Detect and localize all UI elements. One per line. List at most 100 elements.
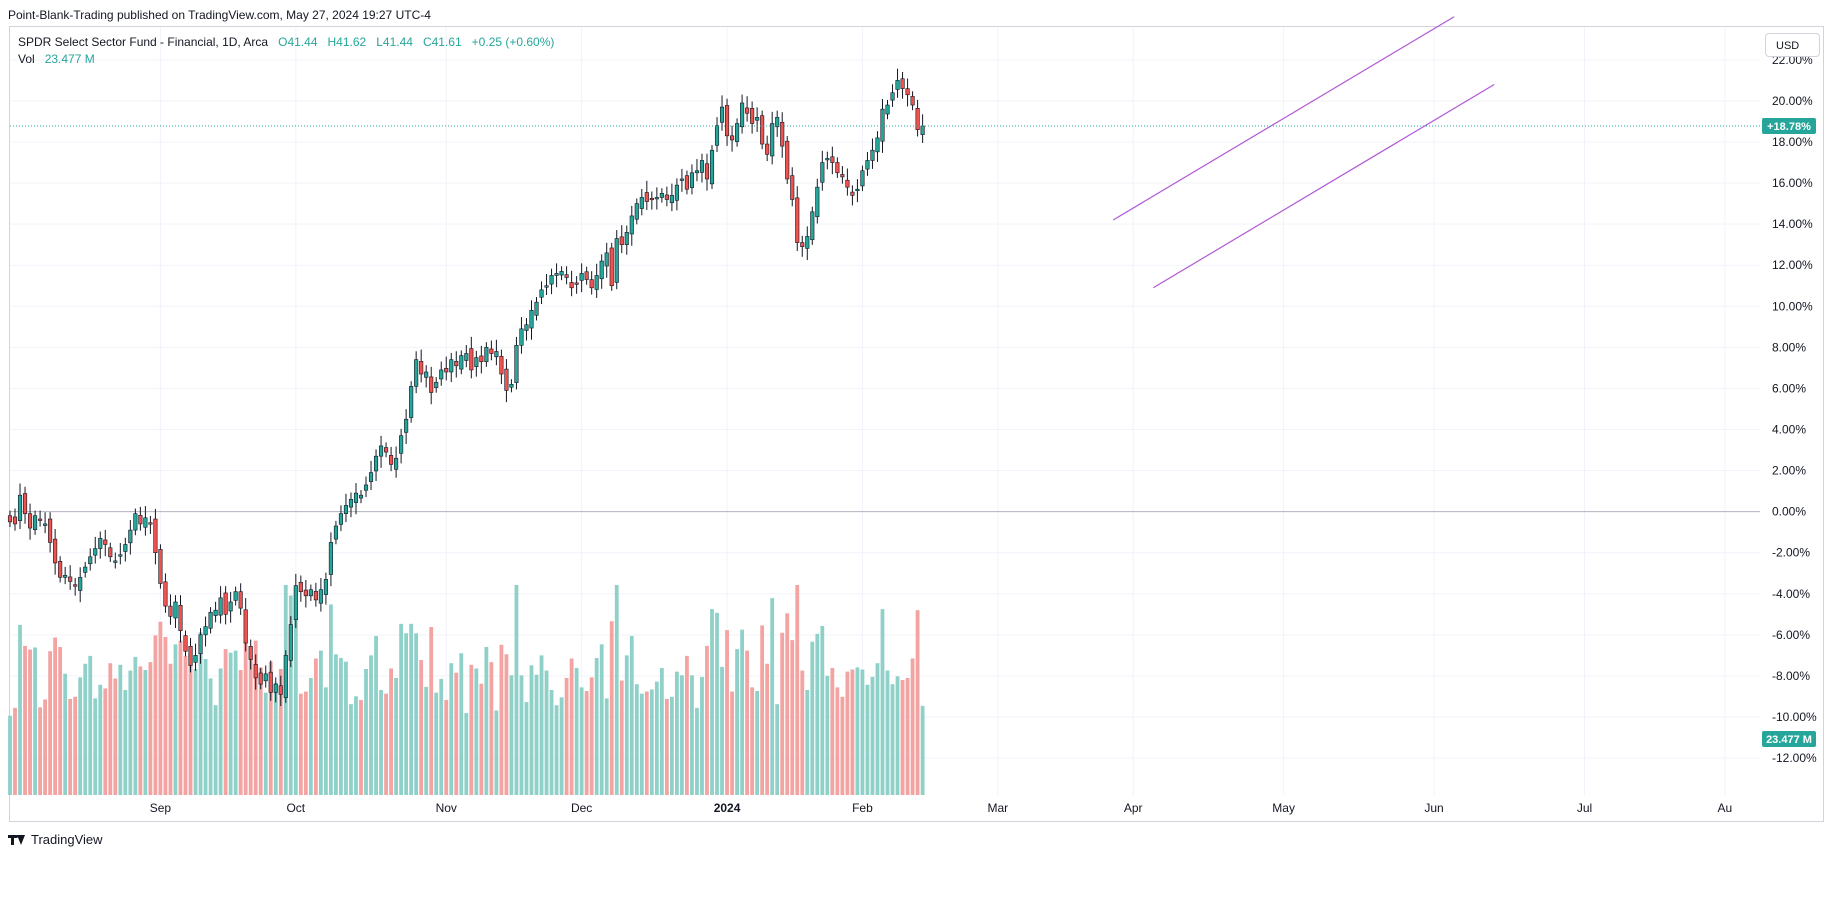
- candle: [730, 135, 735, 141]
- volume-bar: [394, 677, 399, 795]
- volume-bar: [73, 696, 78, 795]
- candle: [138, 515, 143, 525]
- chart-frame[interactable]: [9, 26, 1824, 822]
- volume-bar: [880, 609, 885, 795]
- volume-bar: [775, 704, 780, 795]
- volume-bar: [559, 697, 564, 795]
- candle: [333, 525, 338, 540]
- volume-bar: [108, 663, 113, 795]
- volume-bar: [98, 684, 103, 795]
- volume-bar: [830, 667, 835, 795]
- candle: [188, 646, 193, 666]
- volume-bar: [469, 664, 474, 795]
- candle: [860, 170, 865, 187]
- volume-bar: [584, 691, 589, 795]
- legend-open: O41.44: [278, 35, 318, 49]
- candle: [880, 108, 885, 142]
- y-tick-label: 2.00%: [1772, 464, 1806, 478]
- volume-bar: [288, 595, 293, 795]
- volume-bar: [389, 668, 393, 795]
- candle: [870, 149, 875, 161]
- candle: [669, 195, 674, 204]
- volume-bar: [524, 702, 529, 795]
- volume-bar: [253, 640, 258, 795]
- candle: [659, 193, 664, 198]
- volume-bar: [639, 693, 644, 795]
- volume-bar: [700, 676, 704, 795]
- legend-vol-label[interactable]: Vol: [18, 52, 35, 66]
- volume-bar: [825, 675, 830, 795]
- y-tick-label: -8.00%: [1772, 669, 1810, 683]
- candle: [624, 232, 629, 245]
- candle: [379, 445, 384, 457]
- volume-bar: [634, 684, 639, 795]
- volume-bar: [419, 660, 424, 795]
- candle: [368, 472, 374, 482]
- volume-bar: [875, 663, 880, 795]
- candle: [439, 369, 444, 380]
- volume-bar: [509, 675, 514, 795]
- candle: [775, 117, 780, 128]
- volume-bar: [53, 637, 58, 795]
- candle: [855, 188, 860, 192]
- volume-bar: [218, 668, 223, 795]
- x-tick-label: Apr: [1124, 801, 1143, 815]
- legend-symbol[interactable]: SPDR Select Sector Fund - Financial, 1D,…: [18, 35, 269, 49]
- volume-bar: [339, 657, 343, 795]
- candle: [409, 386, 414, 418]
- tradingview-brand: TradingView: [31, 832, 103, 847]
- volume-bar: [785, 613, 790, 795]
- candle: [123, 544, 128, 552]
- volume-bar: [624, 655, 629, 795]
- candle: [634, 203, 639, 220]
- volume-bar: [158, 621, 163, 795]
- volume-bar: [905, 677, 910, 795]
- volume-bar: [58, 646, 63, 795]
- candle: [785, 140, 790, 180]
- x-tick-label: Sep: [150, 801, 172, 815]
- volume-bar: [459, 653, 464, 795]
- volume-bar: [293, 609, 298, 795]
- currency-button[interactable]: USD: [1765, 33, 1820, 57]
- volume-bar: [243, 610, 248, 795]
- volume-bar: [705, 645, 709, 795]
- volume-bar: [298, 693, 303, 795]
- current-price-tag-label: +18.78%: [1767, 121, 1811, 133]
- volume-bar: [18, 624, 22, 795]
- volume-bar: [629, 635, 634, 795]
- volume-bar: [910, 658, 915, 795]
- candle: [594, 275, 599, 290]
- candle: [98, 538, 103, 549]
- volume-bar: [318, 650, 323, 795]
- candle: [499, 356, 504, 375]
- candle: [494, 351, 499, 358]
- candle: [223, 592, 228, 615]
- volume-bar: [258, 667, 263, 795]
- candle: [444, 367, 449, 373]
- candle: [684, 175, 689, 190]
- candle: [48, 518, 53, 543]
- candle: [800, 242, 805, 248]
- candle: [609, 247, 614, 287]
- candle: [579, 273, 584, 281]
- volume-bar: [183, 655, 188, 795]
- volume-bar: [890, 684, 895, 795]
- candle: [253, 664, 258, 679]
- tradingview-logo[interactable]: TradingView: [8, 832, 103, 847]
- candle: [198, 634, 203, 655]
- volume-bar: [750, 687, 755, 795]
- candle: [469, 348, 474, 371]
- volume-bar: [454, 672, 459, 795]
- candle: [539, 289, 544, 298]
- volume-bar: [845, 671, 850, 795]
- volume-bar: [564, 677, 569, 795]
- publish-info: Point-Blank-Trading published on Trading…: [8, 8, 431, 22]
- candle: [454, 361, 459, 367]
- candle: [53, 538, 58, 564]
- volume-bar: [123, 690, 128, 795]
- volume-bar: [514, 585, 519, 795]
- volume-bar: [870, 676, 875, 795]
- volume-bar: [484, 646, 489, 795]
- volume-bar: [840, 696, 845, 795]
